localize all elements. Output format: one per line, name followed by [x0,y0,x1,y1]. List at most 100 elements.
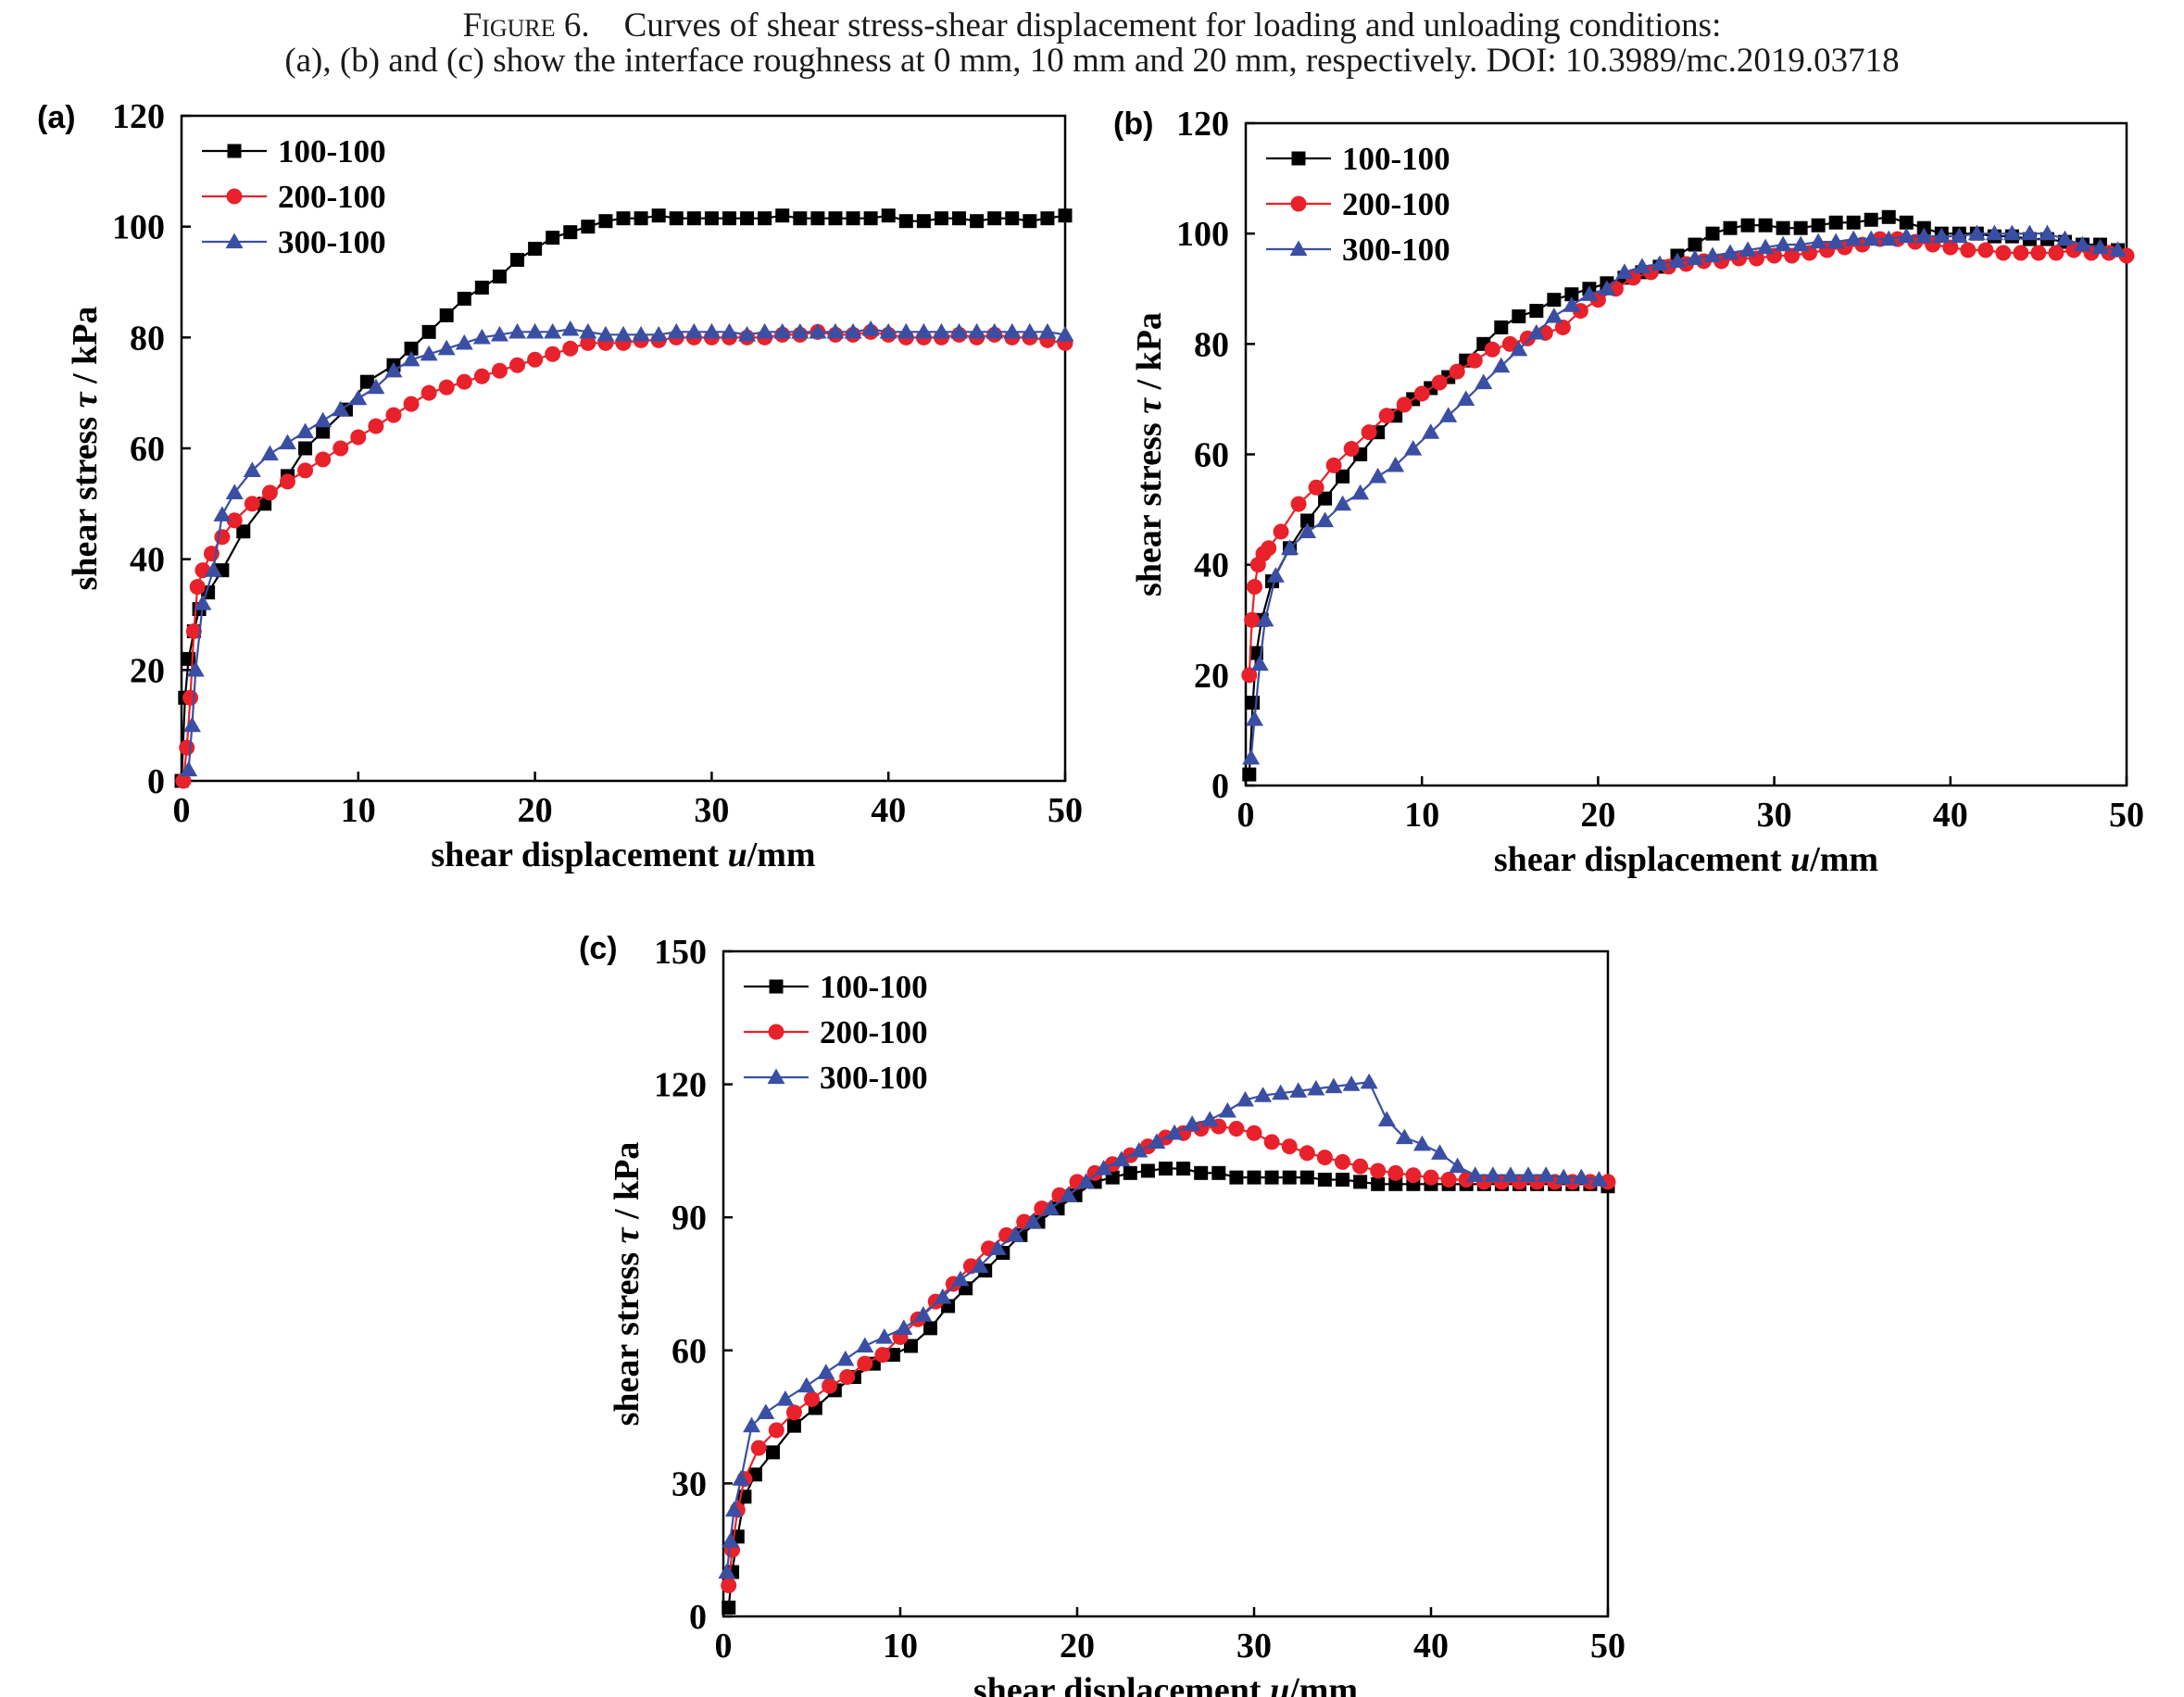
data-point-200-100 [1263,1134,1280,1150]
data-point-300-100 [861,320,880,336]
x-axis-label: shear displacement u/mm [431,836,815,874]
data-point-200-100 [1246,1125,1262,1141]
data-point-300-100 [420,345,438,361]
data-point-100-100 [1040,211,1055,226]
data-point-300-100 [1412,1135,1431,1151]
data-point-200-100 [1396,396,1412,413]
data-point-100-100 [421,324,436,339]
data-point-200-100 [1466,352,1483,369]
legend-marker-100-100 [769,979,784,994]
data-point-100-100 [1512,309,1526,324]
figure-caption-line2: (a), (b) and (c) show the interface roug… [284,42,1900,80]
data-point-300-100 [914,1306,933,1322]
data-point-100-100 [359,374,374,389]
y-tick-label: 120 [1176,105,1229,144]
data-point-100-100 [1176,1162,1191,1176]
data-point-300-100 [856,1337,874,1353]
data-point-200-100 [1241,667,1258,684]
data-point-200-100 [1977,242,1994,258]
data-point-300-100 [1422,423,1440,439]
data-point-200-100 [1405,1167,1422,1184]
data-point-100-100 [1194,1165,1209,1180]
data-point-300-100 [971,1257,989,1273]
x-tick-label: 10 [1404,796,1439,835]
data-point-300-100 [757,1403,775,1419]
data-point-300-100 [332,400,350,417]
data-point-200-100 [214,529,231,546]
legend-label-100-100: 100-100 [1342,141,1450,177]
data-point-200-100 [768,1422,784,1439]
x-tick-label: 0 [715,1627,733,1666]
data-point-300-100 [1281,539,1299,555]
data-point-300-100 [797,1376,816,1393]
data-point-300-100 [2073,235,2091,252]
data-point-100-100 [492,270,507,284]
data-point-100-100 [765,1445,780,1460]
x-tick-label: 20 [1580,796,1615,835]
data-point-300-100 [718,1563,736,1579]
data-point-100-100 [1776,220,1790,235]
data-point-100-100 [898,214,913,229]
data-point-300-100 [667,322,685,339]
figure-caption-title: Curves of shear stress-shear displacemen… [623,6,1722,44]
figure-caption-label: Figure 6. [462,6,590,44]
data-point-200-100 [189,579,206,596]
data-point-100-100 [881,208,896,223]
data-point-100-100 [1899,215,1914,230]
data-point-200-100 [509,357,526,373]
data-point-300-100 [1826,233,1845,249]
data-point-200-100 [1352,1158,1369,1175]
data-point-300-100 [1254,1087,1273,1102]
data-point-100-100 [1242,767,1257,782]
data-point-300-100 [614,325,633,342]
data-point-100-100 [1336,469,1350,484]
data-point-300-100 [1307,1079,1325,1096]
data-point-300-100 [579,322,597,339]
data-point-100-100 [1388,1176,1403,1191]
x-tick-label: 10 [883,1627,918,1666]
data-point-100-100 [810,211,825,226]
data-point-300-100 [756,322,774,339]
data-point-300-100 [182,716,201,733]
data-point-200-100 [1299,1145,1315,1162]
legend-label-100-100: 100-100 [278,133,386,170]
data-point-300-100 [684,322,703,339]
data-point-200-100 [1361,424,1377,441]
series-200-100 [175,323,1073,789]
data-point-100-100 [1811,218,1826,233]
data-point-100-100 [528,242,543,257]
legend-marker-200-100 [1290,195,1307,212]
series-100-100 [1242,209,2125,782]
y-tick-label: 20 [1194,657,1229,696]
data-point-300-100 [897,322,915,339]
data-point-100-100 [1723,220,1738,235]
data-point-200-100 [491,362,508,379]
data-point-100-100 [1353,1175,1368,1189]
data-point-100-100 [298,441,313,456]
data-point-100-100 [1881,209,1896,224]
data-point-300-100 [1003,322,1022,339]
data-point-300-100 [1545,308,1563,323]
series-line-300-100 [1249,233,2118,759]
data-point-100-100 [1300,513,1315,528]
data-point-200-100 [1247,579,1263,595]
data-point-300-100 [950,322,969,339]
x-axis-label: shear displacement u/mm [1494,840,1878,879]
data-point-300-100 [314,411,333,428]
data-point-200-100 [1995,245,2012,261]
data-point-300-100 [1914,227,1933,244]
data-point-300-100 [1668,252,1687,269]
data-point-300-100 [914,322,933,339]
data-point-300-100 [836,1350,855,1366]
data-point-300-100 [1967,224,1986,241]
data-point-300-100 [720,322,738,339]
y-tick-label: 100 [112,208,165,247]
data-point-300-100 [1791,235,1810,252]
x-tick-label: 50 [1048,791,1083,830]
data-point-300-100 [791,322,810,339]
data-point-300-100 [437,339,456,356]
data-point-200-100 [350,429,367,446]
data-point-300-100 [1537,1166,1555,1182]
data-point-300-100 [2108,241,2127,258]
data-point-300-100 [1774,235,1792,252]
